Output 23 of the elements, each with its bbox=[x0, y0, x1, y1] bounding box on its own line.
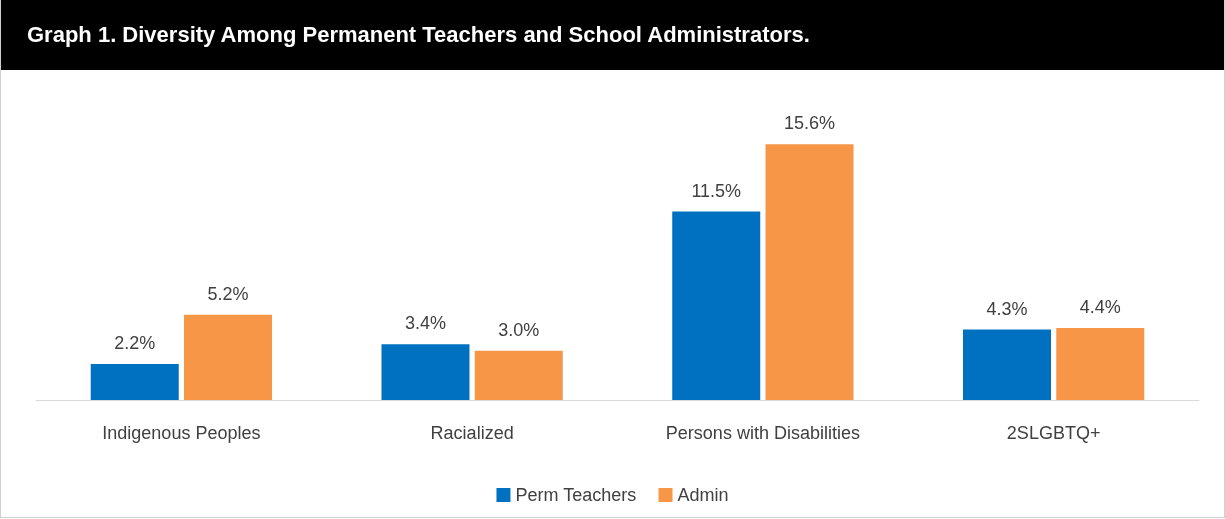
legend-label: Admin bbox=[677, 485, 729, 505]
data-label: 2.2% bbox=[114, 332, 156, 353]
data-label: 4.3% bbox=[986, 298, 1028, 319]
x-tick-label: Persons with Disabilities bbox=[665, 423, 860, 443]
data-label: 15.6% bbox=[783, 113, 836, 134]
x-tick-label: Indigenous Peoples bbox=[102, 423, 261, 443]
bar bbox=[90, 363, 179, 400]
bar bbox=[765, 144, 854, 400]
data-label: 3.4% bbox=[404, 313, 446, 334]
bar bbox=[474, 350, 563, 400]
x-tick-label: Racialized bbox=[430, 423, 514, 443]
data-label: 11.5% bbox=[691, 180, 742, 201]
x-tick-label: 2SLGBTQ+ bbox=[1006, 423, 1101, 443]
legend-label: Perm Teachers bbox=[515, 485, 637, 505]
bar bbox=[1056, 327, 1145, 400]
bar bbox=[962, 329, 1051, 400]
chart-title: Graph 1. Diversity Among Permanent Teachers and School Administrators. bbox=[1, 0, 1224, 70]
bar bbox=[184, 314, 273, 400]
bar bbox=[381, 344, 470, 400]
bar bbox=[672, 211, 761, 400]
data-label: 3.0% bbox=[498, 319, 540, 340]
data-label: 4.4% bbox=[1079, 296, 1121, 317]
data-label: 5.2% bbox=[207, 283, 249, 304]
